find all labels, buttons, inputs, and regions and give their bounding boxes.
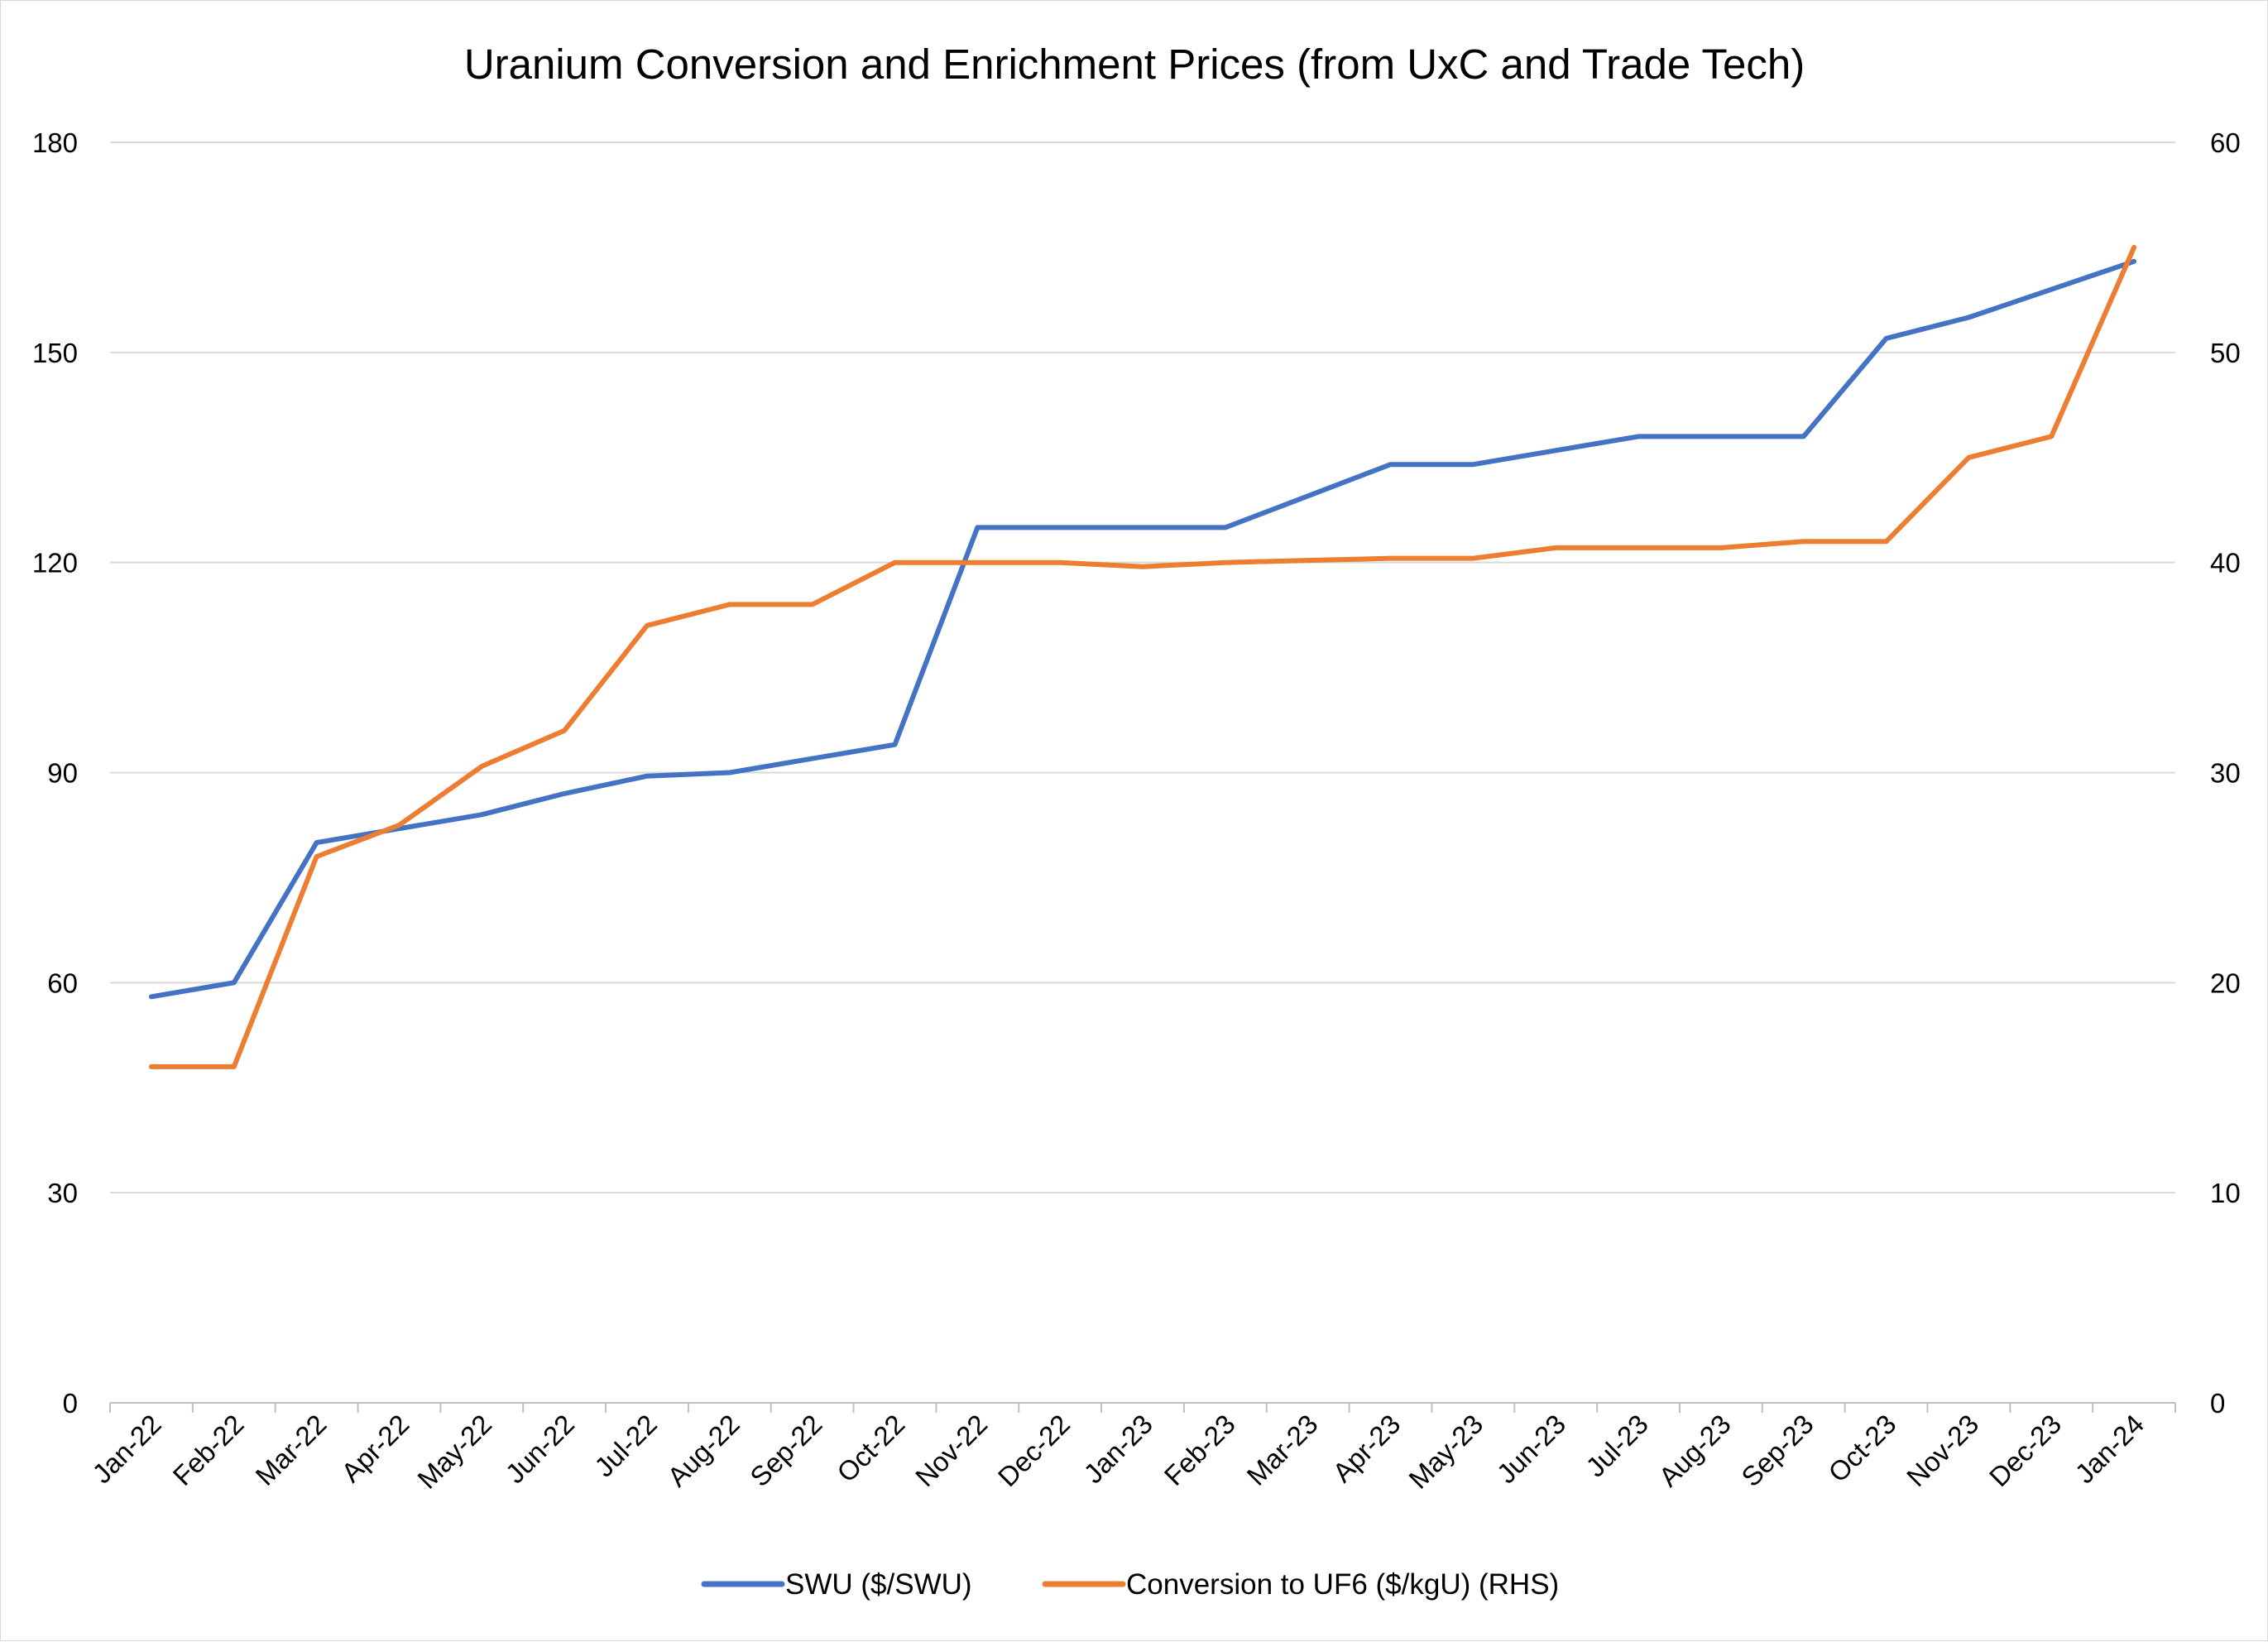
x-tick-label: Sep-23 (1735, 1409, 1819, 1492)
right-tick-label: 60 (2210, 127, 2241, 158)
x-tick-label: Nov-22 (909, 1409, 993, 1492)
x-tick-label: Dec-23 (1983, 1409, 2067, 1492)
x-tick-label: Jan-22 (86, 1409, 167, 1490)
x-tick-label: Feb-23 (1158, 1409, 1241, 1491)
right-tick-label: 50 (2210, 338, 2241, 368)
x-tick-label: Mar-23 (1241, 1409, 1324, 1491)
x-tick-label: Oct-22 (831, 1409, 910, 1488)
left-axis-tick-labels: 0 30 60 90 120 150 180 (32, 127, 78, 1419)
right-tick-label: 20 (2210, 967, 2241, 998)
right-tick-label: 40 (2210, 548, 2241, 579)
x-tick-label: Aug-22 (661, 1409, 745, 1492)
x-tick-label: Jan-24 (2069, 1409, 2151, 1490)
left-tick-label: 180 (32, 127, 78, 158)
x-tick-label: Jul-22 (588, 1409, 663, 1483)
left-tick-label: 30 (47, 1178, 78, 1208)
right-tick-label: 10 (2210, 1178, 2241, 1208)
chart-title: Uranium Conversion and Enrichment Prices… (464, 41, 1805, 88)
gridlines (110, 142, 2175, 1194)
left-tick-label: 150 (32, 338, 78, 368)
x-tick-label: May-22 (411, 1409, 497, 1495)
legend-label: SWU ($/SWU) (785, 1568, 972, 1601)
x-tick-label: Dec-22 (992, 1409, 1076, 1492)
x-tick-label: Jun-22 (500, 1409, 581, 1490)
right-tick-label: 30 (2210, 758, 2241, 789)
x-tick-label: Oct-23 (1822, 1409, 1901, 1488)
x-tick-label: Jul-23 (1580, 1409, 1654, 1483)
legend-label: Conversion to UF6 ($/kgU) (RHS) (1126, 1568, 1559, 1601)
x-tick-label: Aug-23 (1652, 1409, 1736, 1492)
x-tick-label: Feb-22 (167, 1409, 250, 1491)
x-tick-label: Sep-22 (744, 1409, 827, 1492)
series-lines (148, 244, 2137, 1069)
left-tick-label: 90 (47, 758, 78, 789)
series-line-1 (148, 258, 2137, 1000)
x-tick-label: Mar-22 (249, 1409, 332, 1491)
left-tick-label: 120 (32, 548, 78, 579)
x-tick-label: May-23 (1403, 1409, 1489, 1495)
x-tick-label: Jan-23 (1077, 1409, 1158, 1490)
series-line-2 (148, 244, 2137, 1069)
x-tick-label: Apr-23 (1326, 1409, 1406, 1488)
legend: SWU ($/SWU) Conversion to UF6 ($/kgU) (RH… (701, 1568, 1559, 1601)
left-tick-label: 60 (47, 967, 78, 998)
x-tick-label: Apr-22 (335, 1409, 415, 1488)
x-tick-label: Jun-23 (1491, 1409, 1572, 1490)
left-tick-label: 0 (63, 1388, 78, 1419)
x-tick-label: Nov-23 (1901, 1409, 1984, 1492)
right-axis-tick-labels: 0 10 20 30 40 50 60 (2210, 127, 2241, 1419)
right-tick-label: 0 (2210, 1388, 2225, 1419)
